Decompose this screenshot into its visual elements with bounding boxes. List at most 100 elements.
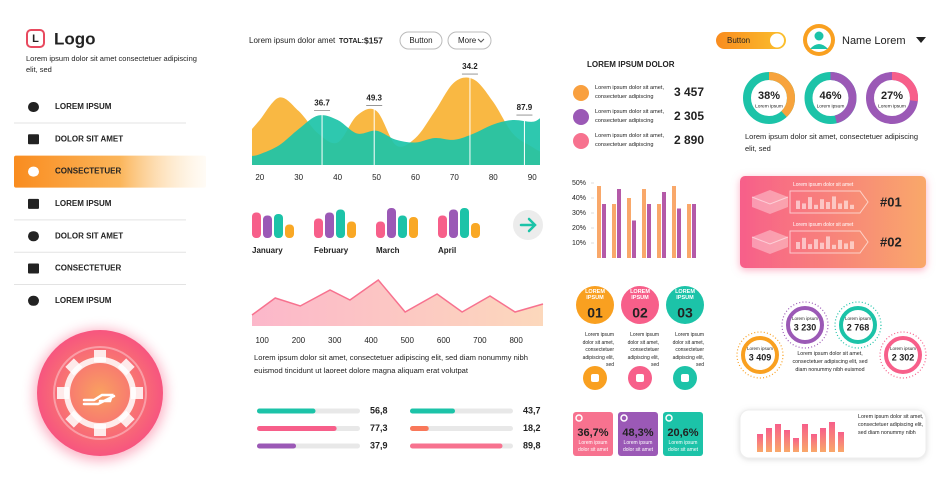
cube-edge	[751, 196, 789, 205]
bar	[602, 204, 606, 258]
stat-icon	[573, 133, 589, 149]
bar	[677, 208, 681, 258]
donut-label: 46%	[819, 90, 841, 102]
mini-bar	[808, 197, 812, 209]
gear-badge	[37, 330, 163, 456]
mini-bar	[832, 244, 836, 249]
bar	[617, 189, 621, 258]
mini-bar	[838, 239, 842, 249]
area-line	[251, 278, 544, 316]
avatar-body	[810, 44, 828, 49]
bar	[672, 186, 676, 258]
avatar-head	[814, 31, 824, 41]
stat-value: 2 890	[674, 133, 704, 147]
bubble-text: Lorem ipsum dolor sit amet, consectetuer…	[792, 351, 868, 373]
menu-item[interactable]: LOREM IPSUM	[55, 199, 112, 208]
progress-value: 37,9	[370, 440, 388, 450]
menu-item[interactable]: DOLOR SIT AMET	[55, 134, 123, 143]
ranking-text: Lorem ipsum dolor sit amet	[793, 182, 854, 188]
annotation: 34.2	[462, 62, 478, 71]
stat-icon	[573, 85, 589, 101]
total-label: TOTAL:	[339, 38, 364, 45]
x-tick-label: January	[252, 246, 283, 255]
donut-label: 38%	[758, 90, 780, 102]
bar	[838, 432, 844, 452]
mini-bar	[796, 242, 800, 249]
step-icon-glyph	[591, 374, 599, 382]
x-tick-label: March	[376, 246, 400, 255]
stat-value: 2 305	[674, 109, 704, 123]
x-tick-label: 100	[255, 336, 269, 345]
menu-item[interactable]: CONSECTETUER	[55, 264, 121, 273]
menu-icon	[28, 263, 39, 274]
menu-icon	[28, 102, 39, 112]
progress-value: 77,3	[370, 423, 388, 433]
badge-text: Lorem ipsum dolor sit amet	[577, 440, 608, 453]
header-label: Lorem ipsum dolor amet	[249, 36, 336, 45]
bubble-value: 2 302	[892, 352, 915, 362]
bar	[438, 215, 447, 238]
menu-item[interactable]: LOREM IPSUM	[55, 296, 112, 305]
chevron	[477, 38, 485, 43]
bar	[263, 215, 272, 238]
mini-bar	[802, 203, 806, 209]
mini-bar	[832, 196, 836, 209]
step-circle	[621, 286, 659, 324]
bar	[692, 204, 696, 258]
menu-item[interactable]: LOREM IPSUM	[55, 102, 112, 111]
progress-bar	[410, 443, 503, 449]
ranking-tag: #02	[880, 234, 902, 249]
bubble-label: Lorem ipsum	[890, 346, 916, 351]
menu-icon	[28, 231, 39, 242]
bar	[612, 204, 616, 258]
x-tick-label: 30	[294, 173, 303, 182]
menu-item[interactable]: DOLOR SIT AMET	[55, 231, 123, 240]
gear-body	[64, 357, 136, 429]
mini-bar	[820, 242, 824, 249]
x-tick-label: 200	[292, 336, 306, 345]
button[interactable]	[399, 31, 443, 50]
mini-bar	[826, 236, 830, 249]
logo-icon	[26, 29, 45, 48]
badge	[663, 412, 703, 456]
badge	[573, 412, 613, 456]
bubble-value: 3 409	[749, 352, 772, 362]
badge	[618, 412, 658, 456]
menu-item[interactable]: CONSECTETUER	[55, 167, 121, 176]
button-label: More	[458, 36, 477, 45]
step-text: Lorem ipsum dolor sit amet, consectetuer…	[627, 332, 659, 368]
step-title: LOREM IPSUM	[630, 289, 650, 302]
badge-icon	[665, 414, 673, 422]
stat-icon	[573, 109, 589, 125]
badge-value: 36,7%	[577, 427, 608, 439]
button[interactable]	[447, 31, 492, 50]
bubble-value: 2 768	[847, 322, 870, 332]
bar	[642, 189, 646, 258]
bubble-label: Lorem ipsum	[792, 316, 818, 321]
x-tick-label: 20	[255, 173, 264, 182]
cube-icon	[752, 230, 788, 254]
bar	[820, 428, 826, 452]
mini-bar	[838, 203, 842, 209]
bubble-dots	[781, 301, 829, 349]
bar	[347, 221, 356, 238]
x-tick-label: 70	[450, 173, 459, 182]
badge-value: 48,3%	[622, 427, 653, 439]
ranking-band	[789, 230, 869, 254]
step-number: 02	[632, 305, 648, 321]
paragraph: Lorem ipsum dolor sit amet, consectetuer…	[254, 353, 528, 375]
progress-value: 56,8	[370, 405, 388, 415]
x-tick-label: 700	[473, 336, 487, 345]
bar	[336, 209, 345, 238]
stat-text: Lorem ipsum dolor sit amet, consectetuer…	[595, 85, 665, 100]
bar	[449, 209, 458, 238]
y-tick-label: 10%	[572, 240, 586, 247]
toggle[interactable]	[716, 32, 786, 49]
ranking-text: Lorem ipsum dolor sit amet	[793, 222, 854, 228]
y-tick-label: 50%	[572, 180, 586, 187]
bar	[775, 424, 781, 452]
menu-icon	[28, 166, 39, 177]
bar	[687, 204, 691, 258]
x-tick-label: 500	[401, 336, 415, 345]
ranking-band	[789, 190, 869, 214]
